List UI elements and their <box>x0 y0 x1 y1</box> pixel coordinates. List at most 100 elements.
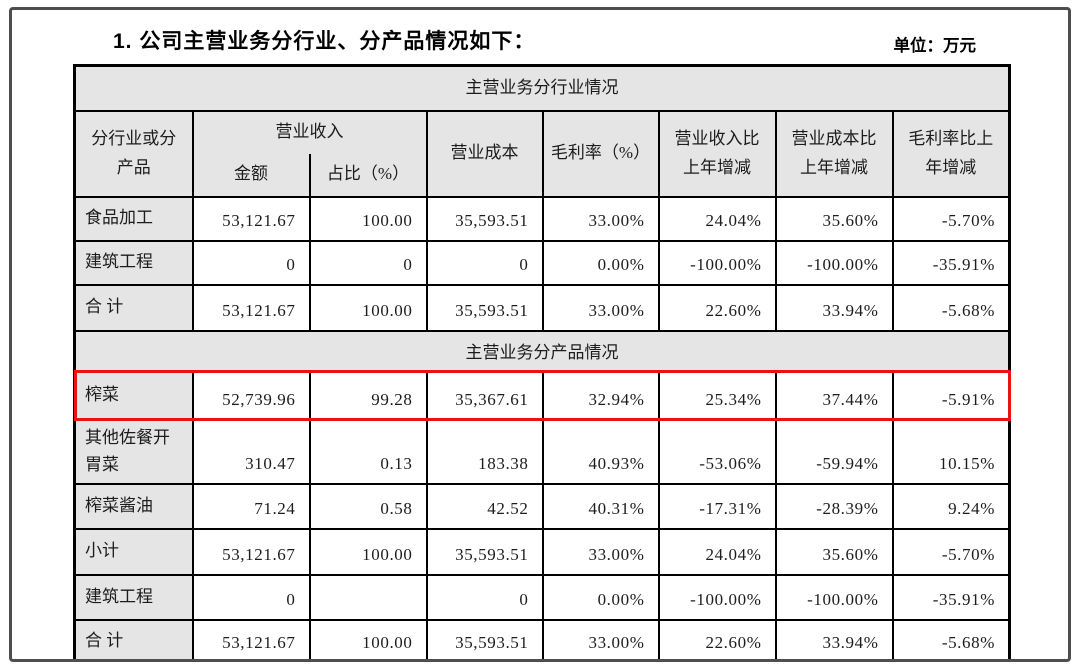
value-cell: 0.00% <box>541 239 660 286</box>
unit-label: 单位：万元 <box>893 37 977 55</box>
value-cell: 35,593.51 <box>425 527 544 576</box>
section-header-by-product: 主营业务分产品情况 <box>73 329 1011 372</box>
value-cell: 100.00 <box>308 283 428 332</box>
value-cell: 0 <box>191 573 311 621</box>
col-header-proportion: 占比（%） <box>308 153 428 198</box>
product-row-5: 合 计 53,121.67 100.00 35,593.51 33.00% 22.60% 3… <box>73 618 1011 659</box>
value-cell: 0.00% <box>541 573 660 621</box>
value-cell: 22.60% <box>657 283 777 332</box>
value-cell: -17.31% <box>657 482 777 530</box>
column-header-row-1: 分行业或分 产品 营业收入 营业成本 毛利率（%） 营业收入比 上年增减 营业成… <box>73 109 1011 198</box>
value-cell: 25.34% <box>657 369 777 421</box>
value-cell: 100.00 <box>308 195 428 242</box>
value-cell: 9.24% <box>891 482 1011 530</box>
value-cell: 33.00% <box>541 283 660 332</box>
product-row-3: 小计 53,121.67 100.00 35,593.51 33.00% 24.04% 35… <box>73 527 1011 576</box>
value-cell: -59.94% <box>774 418 894 485</box>
value-cell: 42.52 <box>425 482 544 530</box>
value-cell: -100.00% <box>774 239 894 286</box>
value-cell: -5.91% <box>891 369 1011 421</box>
value-cell: -35.91% <box>891 239 1011 286</box>
value-cell: 35,593.51 <box>425 195 544 242</box>
row-label-cell: 其他佐餐开 胃菜 <box>73 418 194 485</box>
value-cell: -35.91% <box>891 573 1011 621</box>
value-cell: 35,593.51 <box>425 618 544 659</box>
value-cell: -5.68% <box>891 283 1011 332</box>
col-header-revenue-group: 营业收入 <box>191 109 428 154</box>
value-cell: 0.13 <box>308 418 428 485</box>
industry-row-2: 合 计 53,121.67 100.00 35,593.51 33.00% 22.60% 3… <box>73 283 1011 332</box>
value-cell: 35.60% <box>774 527 894 576</box>
industry-row-1: 建筑工程 0 0 0 0.00% -100.00% -100.00% -35.91% <box>73 239 1011 286</box>
col-header-revenue-yoy: 营业收入比 上年增减 <box>657 109 777 198</box>
value-cell: -28.39% <box>774 482 894 530</box>
value-cell: -5.70% <box>891 195 1011 242</box>
page-title: 1. 公司主营业务分行业、分产品情况如下： <box>113 30 536 53</box>
row-label-cell: 食品加工 <box>73 195 194 242</box>
col-header-margin: 毛利率（%） <box>541 109 660 198</box>
industry-rows-body: 食品加工 53,121.67 100.00 35,593.51 33.00% 24.04%… <box>73 195 1011 332</box>
product-row-2: 榨菜酱油 71.24 0.58 42.52 40.31% -17.31% -28.39% 9.… <box>73 482 1011 530</box>
value-cell: 0 <box>425 573 544 621</box>
row-label-cell: 榨菜酱油 <box>73 482 194 530</box>
value-cell: 100.00 <box>308 527 428 576</box>
value-cell: 52,739.96 <box>191 369 311 421</box>
value-cell: 53,121.67 <box>191 283 311 332</box>
value-cell: 33.94% <box>774 618 894 659</box>
product-section-body: 主营业务分产品情况 <box>73 329 1011 372</box>
value-cell: 53,121.67 <box>191 618 311 659</box>
value-cell: 40.93% <box>541 418 660 485</box>
column-header-row-2: 金额 占比（%） <box>75 153 1010 198</box>
value-cell: 53,121.67 <box>191 527 311 576</box>
main-business-table: 主营业务分行业情况 分行业或分 产品 营业收入 营业成本 毛利率（%） 营业收入… <box>73 64 1011 659</box>
value-cell: 53,121.67 <box>191 195 311 242</box>
product-rows-body: 榨菜 52,739.96 99.28 35,367.61 32.94% 25.34% 37.… <box>73 369 1011 659</box>
value-cell: -53.06% <box>657 418 777 485</box>
highlighted-row: 榨菜 52,739.96 99.28 35,367.61 32.94% 25.34% 37.… <box>73 369 1011 421</box>
col-header-category: 分行业或分 产品 <box>73 109 194 198</box>
row-label-cell: 建筑工程 <box>73 239 194 286</box>
value-cell: 183.38 <box>425 418 544 485</box>
value-cell: -100.00% <box>774 573 894 621</box>
value-cell: 22.60% <box>657 618 777 659</box>
value-cell: 99.28 <box>308 369 428 421</box>
value-cell: 33.00% <box>541 527 660 576</box>
row-label-cell: 榨菜 <box>73 369 194 421</box>
row-label-cell: 小计 <box>73 527 194 576</box>
section1-title: 主营业务分行业情况 <box>73 64 1011 112</box>
value-cell: 33.94% <box>774 283 894 332</box>
value-cell: 310.47 <box>191 418 311 485</box>
value-cell <box>308 573 428 621</box>
value-cell: 0 <box>308 239 428 286</box>
value-cell: 35.60% <box>774 195 894 242</box>
col-header-cost-yoy: 营业成本比 上年增减 <box>774 109 894 198</box>
row-label-cell: 合 计 <box>73 283 194 332</box>
value-cell: 33.00% <box>541 618 660 659</box>
product-row-1: 其他佐餐开 胃菜 310.47 0.13 183.38 40.93% -53.06% -59… <box>73 418 1011 485</box>
value-cell: 35,367.61 <box>425 369 544 421</box>
value-cell: 100.00 <box>308 618 428 659</box>
industry-row-0: 食品加工 53,121.67 100.00 35,593.51 33.00% 24.04%… <box>73 195 1011 242</box>
value-cell: 24.04% <box>657 195 777 242</box>
value-cell: 35,593.51 <box>425 283 544 332</box>
section2-title: 主营业务分产品情况 <box>73 329 1011 372</box>
value-cell: -5.70% <box>891 527 1011 576</box>
value-cell: -100.00% <box>657 573 777 621</box>
value-cell: 33.00% <box>541 195 660 242</box>
value-cell: 71.24 <box>191 482 311 530</box>
section-header-by-industry: 主营业务分行业情况 <box>73 64 1011 112</box>
row-label-cell: 建筑工程 <box>73 573 194 621</box>
col-header-amount: 金额 <box>191 153 311 198</box>
value-cell: 24.04% <box>657 527 777 576</box>
page-frame: 1. 公司主营业务分行业、分产品情况如下： 单位：万元 主营业务分行业情况 分行… <box>9 7 1071 662</box>
value-cell: 32.94% <box>541 369 660 421</box>
value-cell: 40.31% <box>541 482 660 530</box>
main-business-table-wrap: 主营业务分行业情况 分行业或分 产品 营业收入 营业成本 毛利率（%） 营业收入… <box>73 64 1011 659</box>
row-label-cell: 合 计 <box>73 618 194 659</box>
value-cell: -5.68% <box>891 618 1011 659</box>
value-cell: 37.44% <box>774 369 894 421</box>
value-cell: -100.00% <box>657 239 777 286</box>
value-cell: 0 <box>191 239 311 286</box>
value-cell: 0.58 <box>308 482 428 530</box>
value-cell: 10.15% <box>891 418 1011 485</box>
